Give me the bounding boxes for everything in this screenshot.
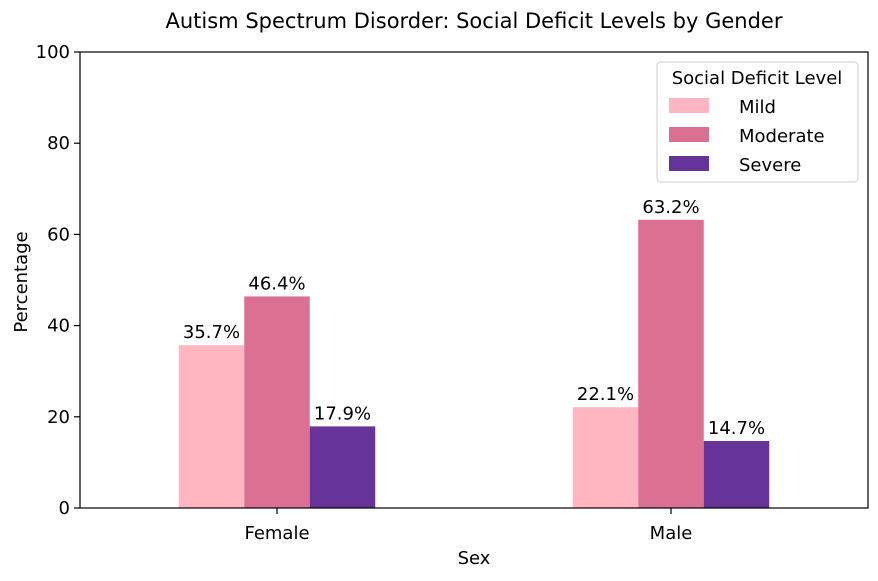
- y-tick-label: 40: [47, 316, 70, 337]
- legend-swatch-moderate: [669, 127, 709, 142]
- data-label-mild-female: 35.7%: [183, 322, 240, 343]
- legend-label-severe: Severe: [739, 155, 801, 176]
- legend-items: Mild Moderate Severe: [669, 97, 825, 176]
- y-axis: 0 20 40 60 80 100: [36, 42, 80, 519]
- plot-frame: [79, 51, 869, 509]
- x-tick-label-male: Male: [650, 523, 693, 544]
- plot-area: 35.7% 46.4% 17.9% 22.1% 63.2% 14.7%: [178, 197, 770, 509]
- bar-moderate-female: [244, 296, 310, 508]
- legend-title: Social Deficit Level: [672, 68, 843, 89]
- y-tick-label: 0: [59, 498, 70, 519]
- legend-box: [656, 61, 859, 183]
- legend-label-moderate: Moderate: [739, 126, 825, 147]
- data-label-moderate-female: 46.4%: [248, 273, 305, 294]
- bar-moderate-male: [638, 219, 704, 509]
- x-axis: Female Male: [244, 508, 692, 544]
- y-tick-label: 60: [47, 224, 70, 245]
- data-label-mild-male: 22.1%: [577, 384, 634, 405]
- data-label-severe-female: 17.9%: [314, 403, 371, 424]
- y-tick-label: 100: [36, 42, 70, 63]
- y-tick-label: 20: [47, 407, 70, 428]
- x-axis-label: Sex: [458, 548, 491, 569]
- bar-mild-male: [572, 407, 639, 508]
- chart-title: Autism Spectrum Disorder: Social Deficit…: [166, 9, 783, 33]
- bar-severe-female: [309, 426, 376, 508]
- bar-severe-male: [703, 440, 770, 508]
- x-tick-label-female: Female: [244, 523, 309, 544]
- legend: Social Deficit Level Mild Moderate Severe: [656, 61, 859, 183]
- legend-swatch-severe: [669, 156, 709, 171]
- y-tick-label: 80: [47, 133, 70, 154]
- y-axis-label: Percentage: [11, 231, 32, 332]
- legend-swatch-mild: [669, 98, 709, 113]
- bar-mild-female: [178, 345, 245, 508]
- data-label-severe-male: 14.7%: [708, 418, 765, 439]
- data-label-moderate-male: 63.2%: [642, 197, 699, 218]
- legend-label-mild: Mild: [739, 97, 776, 118]
